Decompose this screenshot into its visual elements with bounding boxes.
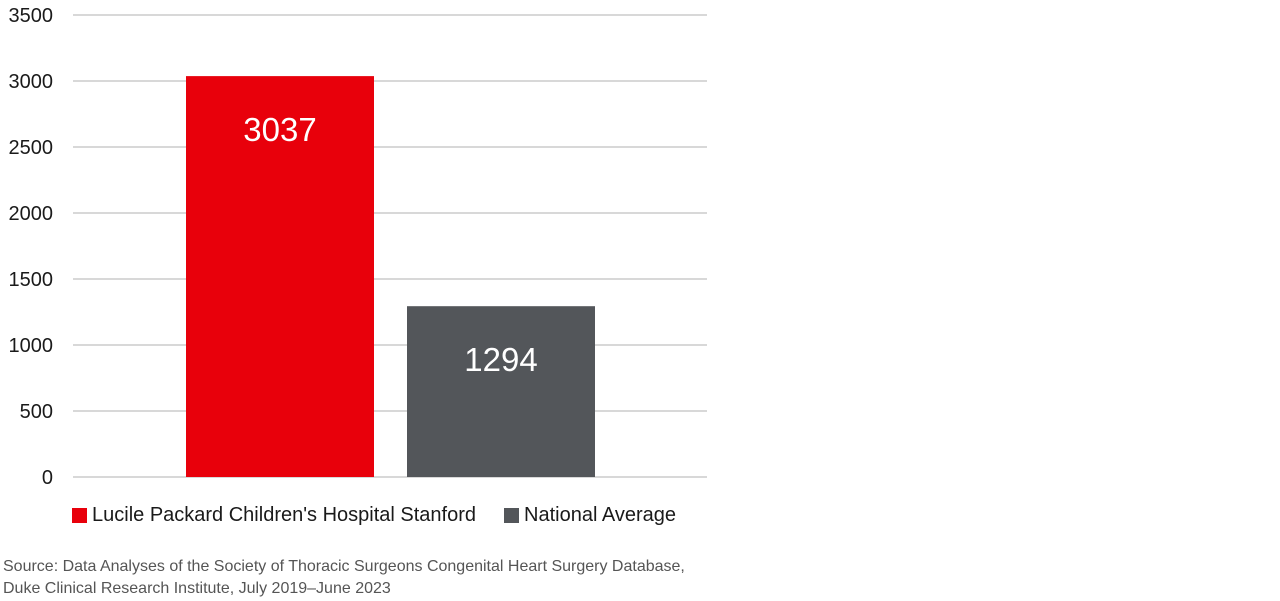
y-tick-label: 2500 [9, 137, 54, 159]
bars [186, 76, 595, 477]
legend-label: Lucile Packard Children's Hospital Stanf… [92, 504, 477, 526]
bar-value-label: 1294 [464, 341, 537, 378]
y-tick-label: 1500 [9, 269, 54, 291]
legend-item-national-average: National Average [504, 504, 676, 527]
y-tick-label: 2000 [9, 203, 54, 225]
y-axis-tick-labels: 0 500 1000 1500 2000 2500 3000 3500 [9, 5, 54, 489]
legend-item-lucile-packard: Lucile Packard Children's Hospital Stanf… [72, 504, 476, 527]
y-tick-label: 1000 [9, 335, 54, 357]
y-tick-label: 3000 [9, 71, 54, 93]
legend-swatch-gray [504, 508, 520, 523]
data-labels: 3037 1294 [243, 111, 537, 378]
source-note: Source: Data Analyses of the Society of … [3, 556, 685, 600]
legend: Lucile Packard Children's Hospital Stanf… [72, 504, 676, 527]
source-line-1: Source: Data Analyses of the Society of … [3, 558, 685, 575]
y-tick-label: 0 [42, 467, 53, 489]
bar-value-label: 3037 [243, 111, 316, 148]
source-line-2: Duke Clinical Research Institute, July 2… [3, 580, 391, 597]
legend-label: National Average [524, 504, 676, 526]
bar-national-average [407, 306, 595, 477]
legend-swatch-red [72, 508, 87, 523]
y-tick-label: 500 [20, 401, 53, 423]
bar-lucile-packard [186, 76, 374, 477]
gridlines [73, 14, 707, 478]
y-tick-label: 3500 [9, 5, 54, 27]
